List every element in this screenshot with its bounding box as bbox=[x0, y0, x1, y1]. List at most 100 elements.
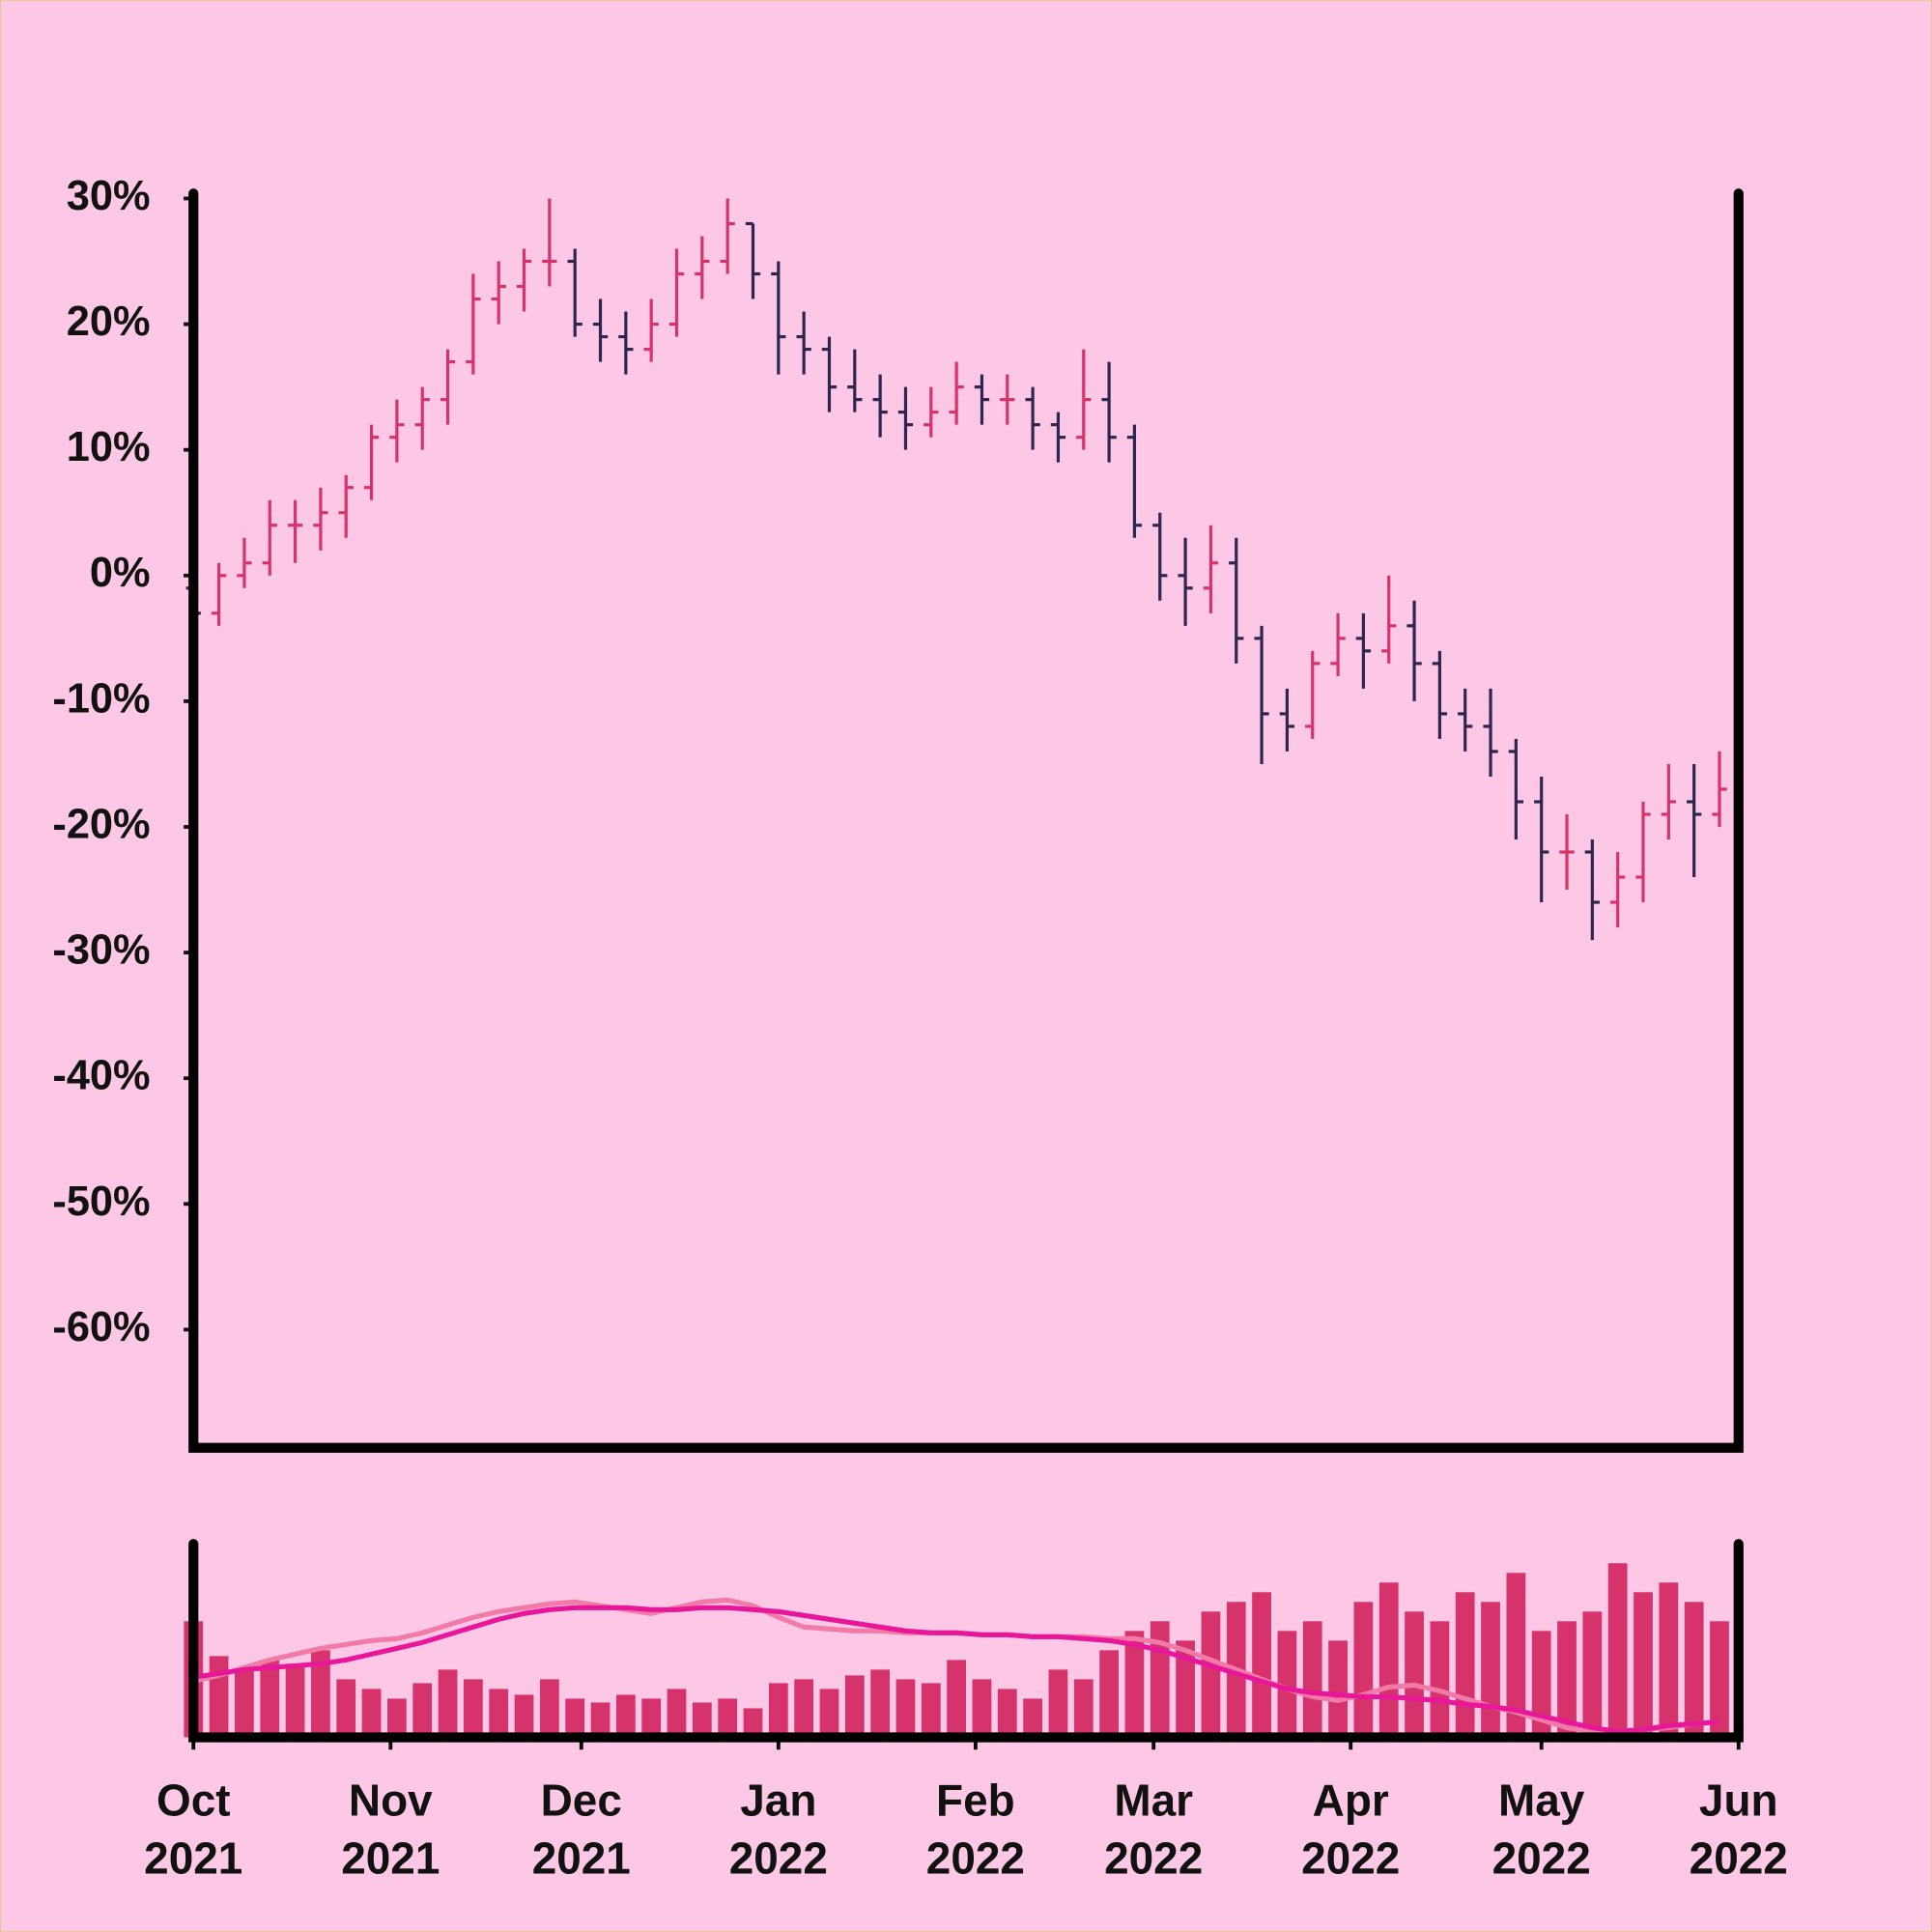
x-tick-label: Oct bbox=[156, 1775, 231, 1825]
volume-bar bbox=[590, 1702, 611, 1738]
ohlc-bar bbox=[466, 273, 481, 375]
volume-bar bbox=[235, 1669, 254, 1738]
volume-bar bbox=[1684, 1602, 1704, 1738]
ohlc-bar bbox=[1610, 852, 1626, 928]
ohlc-bar bbox=[1126, 424, 1143, 538]
ohlc-bar bbox=[1152, 512, 1168, 601]
volume-bar bbox=[947, 1660, 966, 1738]
volume-bar bbox=[1353, 1602, 1374, 1738]
ohlc-bar bbox=[1381, 575, 1397, 664]
ohlc-bar bbox=[872, 374, 888, 438]
ohlc-bar bbox=[237, 537, 252, 588]
ohlc-bar bbox=[1254, 625, 1269, 764]
ohlc-bar bbox=[847, 349, 863, 412]
ohlc-bar bbox=[1406, 600, 1422, 701]
x-tick-label: Nov bbox=[349, 1775, 433, 1825]
ohlc-bar bbox=[1483, 688, 1498, 777]
volume-bar bbox=[718, 1698, 738, 1738]
volume-bar bbox=[1481, 1602, 1500, 1738]
y-tick-label: -20% bbox=[52, 801, 150, 847]
x-tick-label: Apr bbox=[1313, 1775, 1389, 1825]
ohlc-bar bbox=[1635, 801, 1651, 903]
volume-bar bbox=[1506, 1573, 1526, 1738]
x-tick-label: 2021 bbox=[144, 1833, 242, 1883]
moving-average-line bbox=[192, 1605, 1720, 1735]
volume-bar bbox=[1582, 1611, 1603, 1738]
volume-bar bbox=[641, 1698, 662, 1738]
volume-bar bbox=[565, 1698, 585, 1738]
volume-bar bbox=[870, 1669, 891, 1738]
x-tick-label: 2022 bbox=[1690, 1833, 1788, 1883]
volume-bar bbox=[997, 1689, 1017, 1738]
ohlc-bar bbox=[1355, 612, 1372, 689]
ohlc-bar bbox=[516, 248, 532, 312]
y-tick-label: 10% bbox=[67, 424, 151, 470]
ohlc-bar bbox=[1712, 751, 1727, 827]
volume-bar bbox=[615, 1694, 636, 1738]
ohlc-bar bbox=[1458, 688, 1473, 752]
x-tick-label: Jan bbox=[740, 1775, 816, 1825]
volume-bar bbox=[1455, 1592, 1475, 1738]
ohlc-bar bbox=[1534, 776, 1549, 903]
x-tick-label: 2021 bbox=[341, 1833, 440, 1883]
x-tick-label: Jun bbox=[1699, 1775, 1778, 1825]
volume-bar bbox=[1073, 1679, 1094, 1738]
x-tick-label: May bbox=[1498, 1775, 1585, 1825]
volume-bar bbox=[844, 1675, 865, 1738]
x-tick-label: Dec bbox=[541, 1775, 622, 1825]
volume-bar bbox=[768, 1683, 788, 1738]
x-tick-label: 2022 bbox=[1104, 1833, 1203, 1883]
volume-bar bbox=[336, 1679, 356, 1738]
ohlc-bar bbox=[1661, 763, 1676, 840]
volume-bar bbox=[260, 1660, 280, 1738]
y-tick-label: 0% bbox=[90, 550, 151, 596]
volume-bar bbox=[539, 1679, 559, 1738]
volume-bar bbox=[361, 1689, 382, 1738]
volume-bar bbox=[285, 1663, 305, 1738]
ohlc-bar bbox=[1000, 374, 1015, 425]
y-tick-label: -60% bbox=[52, 1304, 150, 1350]
volume-bar bbox=[1659, 1582, 1679, 1738]
ohlc-bar bbox=[771, 261, 786, 375]
ohlc-bar bbox=[821, 336, 838, 412]
x-tick-label: 2022 bbox=[1301, 1833, 1400, 1883]
ohlc-bar bbox=[1305, 650, 1321, 739]
ohlc-bar bbox=[1584, 839, 1601, 941]
y-tick-label: -50% bbox=[52, 1179, 150, 1225]
ohlc-bar bbox=[389, 399, 405, 463]
volume-bar bbox=[412, 1683, 433, 1738]
volume-bar bbox=[794, 1679, 814, 1738]
y-tick-label: 20% bbox=[67, 298, 151, 345]
volume-bar bbox=[972, 1679, 992, 1738]
ohlc-bar bbox=[491, 261, 506, 325]
axis-frame bbox=[188, 1539, 1744, 1743]
volume-bar bbox=[311, 1650, 330, 1738]
ohlc-bar bbox=[1050, 412, 1066, 463]
volume-bar bbox=[514, 1694, 534, 1738]
ohlc-bar bbox=[1687, 763, 1702, 878]
volume-bar bbox=[1557, 1621, 1577, 1738]
volume-bar bbox=[1150, 1621, 1170, 1738]
y-tick-label: 30% bbox=[67, 173, 151, 219]
volume-bar bbox=[1634, 1592, 1653, 1738]
ohlc-bar bbox=[1432, 650, 1448, 739]
ohlc-bar bbox=[745, 221, 761, 299]
volume-bar bbox=[1124, 1631, 1145, 1738]
volume-bar bbox=[1378, 1582, 1399, 1738]
ohlc-bar bbox=[668, 248, 685, 337]
ohlc-bar bbox=[313, 487, 328, 551]
ohlc-bar bbox=[262, 499, 277, 576]
volume-bar bbox=[667, 1689, 687, 1738]
volume-bar bbox=[438, 1669, 458, 1738]
ohlc-bar bbox=[1559, 813, 1575, 891]
ohlc-bar bbox=[542, 198, 557, 287]
volume-bar bbox=[1048, 1669, 1068, 1738]
ohlc-bar bbox=[897, 386, 914, 450]
ohlc-bar bbox=[363, 424, 380, 500]
volume-bar bbox=[209, 1656, 229, 1738]
ohlc-bar bbox=[440, 349, 456, 425]
ohlc-bar bbox=[618, 311, 634, 375]
volume-bar bbox=[387, 1698, 407, 1738]
ohlc-bar bbox=[592, 298, 609, 362]
